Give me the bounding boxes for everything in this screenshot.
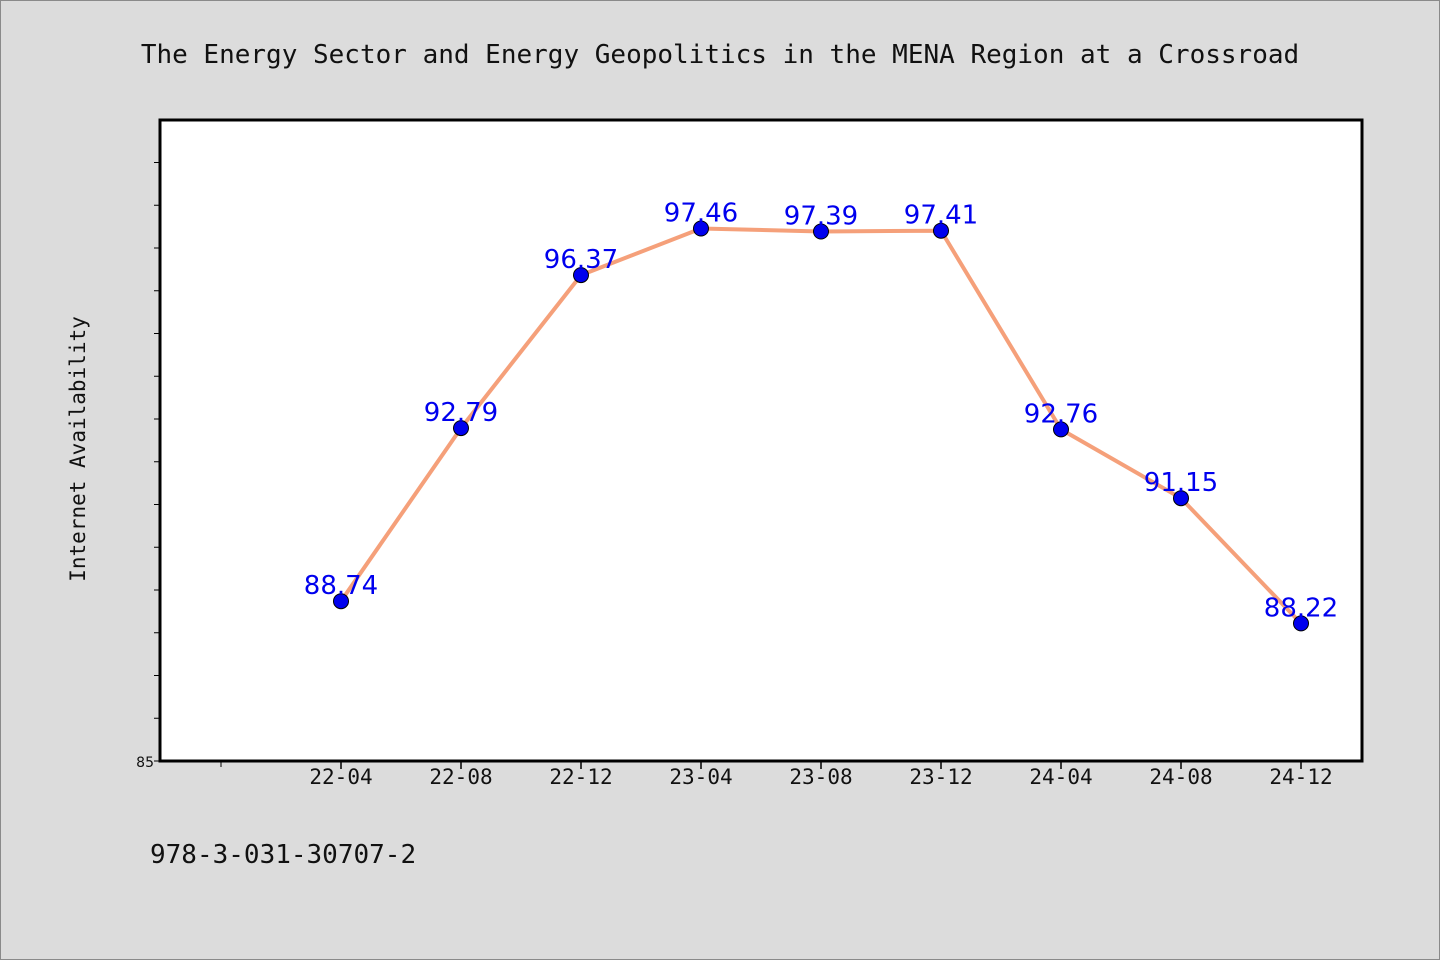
data-point <box>573 267 589 284</box>
x-tick-label: 24-08 <box>1149 765 1212 789</box>
data-label: 97.41 <box>904 201 978 231</box>
data-point <box>813 223 829 240</box>
data-label: 91.15 <box>1144 468 1218 498</box>
x-tick-label: 22-04 <box>309 765 372 789</box>
y-axis-label: Internet Availability <box>66 316 90 582</box>
data-point <box>693 220 709 237</box>
x-tick-label: 24-04 <box>1029 765 1092 789</box>
data-point <box>1053 421 1069 438</box>
data-point <box>933 222 949 239</box>
data-label: 92.79 <box>424 398 498 428</box>
data-label: 92.76 <box>1024 399 1098 429</box>
x-tick-label: 24-12 <box>1269 765 1332 789</box>
isbn-label: 978-3-031-30707-2 <box>150 840 416 870</box>
x-tick-label: 22-08 <box>429 765 492 789</box>
chart-title: The Energy Sector and Energy Geopolitics… <box>141 40 1299 70</box>
data-label: 88.74 <box>304 571 378 601</box>
plot-area <box>158 118 1364 763</box>
data-label: 97.39 <box>784 202 858 232</box>
data-point <box>333 593 349 610</box>
x-tick-label: 23-08 <box>789 765 852 789</box>
data-point <box>1293 615 1309 632</box>
data-label: 97.46 <box>664 199 738 229</box>
x-tick-label: 23-04 <box>669 765 732 789</box>
x-tick-label: 23-12 <box>909 765 972 789</box>
data-labels: 88.74 92.79 96.37 97.46 97.39 97.41 92.76 91.15… <box>304 199 1338 624</box>
data-points <box>333 220 1309 632</box>
x-axis-ticks: 22-04 22-08 22-12 23-04 23-08 23-12 24-04 24-08… <box>220 761 1333 789</box>
data-point <box>1173 490 1189 507</box>
data-label: 96.37 <box>544 245 618 275</box>
y-axis-ticks: 85 <box>136 162 160 771</box>
x-tick-label: 22-12 <box>549 765 612 789</box>
data-label: 88.22 <box>1264 593 1338 623</box>
data-point <box>453 420 469 437</box>
y-tick-label: 85 <box>136 755 154 771</box>
